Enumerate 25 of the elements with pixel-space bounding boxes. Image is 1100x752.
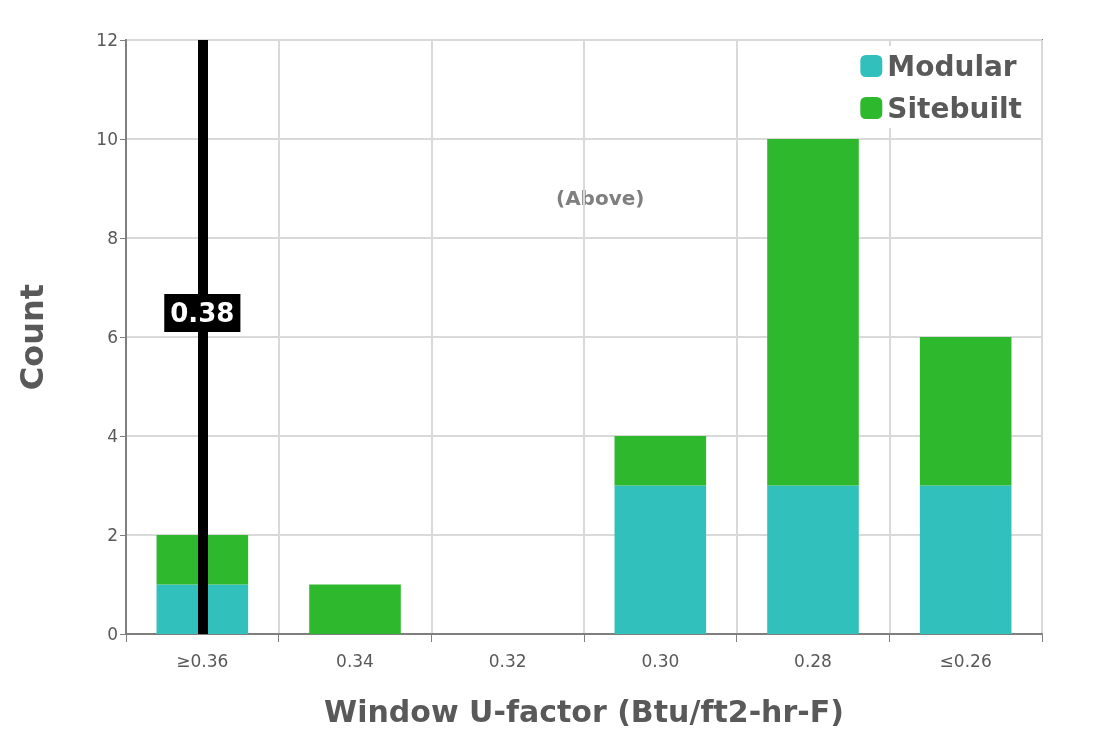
y-axis-title: Count	[13, 283, 51, 391]
y-tick-label: 2	[107, 525, 118, 545]
ref-line-label: 0.38	[170, 298, 235, 328]
legend-label: Modular	[887, 49, 1017, 83]
y-tick-label: 10	[96, 129, 118, 149]
bar	[767, 485, 859, 634]
y-tick-label: 8	[107, 228, 118, 248]
x-tick-label: 0.32	[488, 650, 527, 671]
x-tick-label: 0.30	[641, 650, 680, 671]
x-tick-label: ≤0.26	[939, 650, 992, 671]
x-tick-label: ≥0.36	[176, 650, 229, 671]
bar	[919, 485, 1012, 634]
bar	[309, 584, 401, 634]
bar	[767, 139, 859, 486]
x-axis-title: Window U-factor (Btu/ft2-hr-F)	[324, 693, 844, 729]
bar	[614, 485, 707, 634]
y-tick-label: 12	[96, 30, 118, 50]
y-tick-label: 0	[107, 624, 118, 644]
y-tick-label: 6	[107, 327, 118, 347]
x-tick-label: 0.34	[336, 650, 374, 671]
y-tick-label: 4	[107, 426, 118, 446]
legend-label: Sitebuilt	[887, 91, 1023, 125]
x-tick-label: 0.28	[794, 650, 832, 671]
bar	[614, 436, 707, 486]
bar	[919, 337, 1012, 486]
